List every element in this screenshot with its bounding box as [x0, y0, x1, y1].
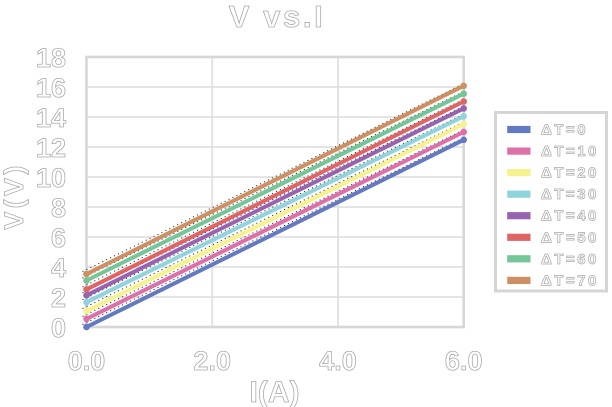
svg-text:4: 4 — [51, 253, 66, 283]
svg-text:18: 18 — [36, 43, 66, 73]
svg-text:6.0: 6.0 — [445, 346, 483, 376]
svg-text:2: 2 — [51, 283, 66, 313]
svg-text:16: 16 — [36, 73, 66, 103]
svg-text:ΔT=40: ΔT=40 — [541, 208, 599, 225]
svg-text:ΔT=10: ΔT=10 — [541, 143, 599, 160]
svg-text:10: 10 — [36, 163, 66, 193]
svg-text:ΔT=60: ΔT=60 — [541, 251, 599, 268]
svg-text:V vs.I: V vs.I — [229, 0, 326, 34]
svg-text:I(A): I(A) — [250, 376, 300, 407]
svg-text:8: 8 — [51, 193, 66, 223]
svg-text:0.0: 0.0 — [68, 346, 106, 376]
svg-text:14: 14 — [36, 103, 66, 133]
svg-text:ΔT=30: ΔT=30 — [541, 186, 599, 203]
svg-text:ΔT=0: ΔT=0 — [541, 122, 588, 139]
svg-text:ΔT=50: ΔT=50 — [541, 229, 599, 246]
svg-text:V(V): V(V) — [0, 162, 29, 230]
svg-text:6: 6 — [51, 223, 66, 253]
svg-text:0: 0 — [51, 313, 66, 343]
svg-text:ΔT=70: ΔT=70 — [541, 272, 599, 289]
svg-text:12: 12 — [36, 133, 66, 163]
svg-text:2.0: 2.0 — [193, 346, 231, 376]
svg-text:4.0: 4.0 — [319, 346, 357, 376]
svg-text:ΔT=20: ΔT=20 — [541, 165, 599, 182]
